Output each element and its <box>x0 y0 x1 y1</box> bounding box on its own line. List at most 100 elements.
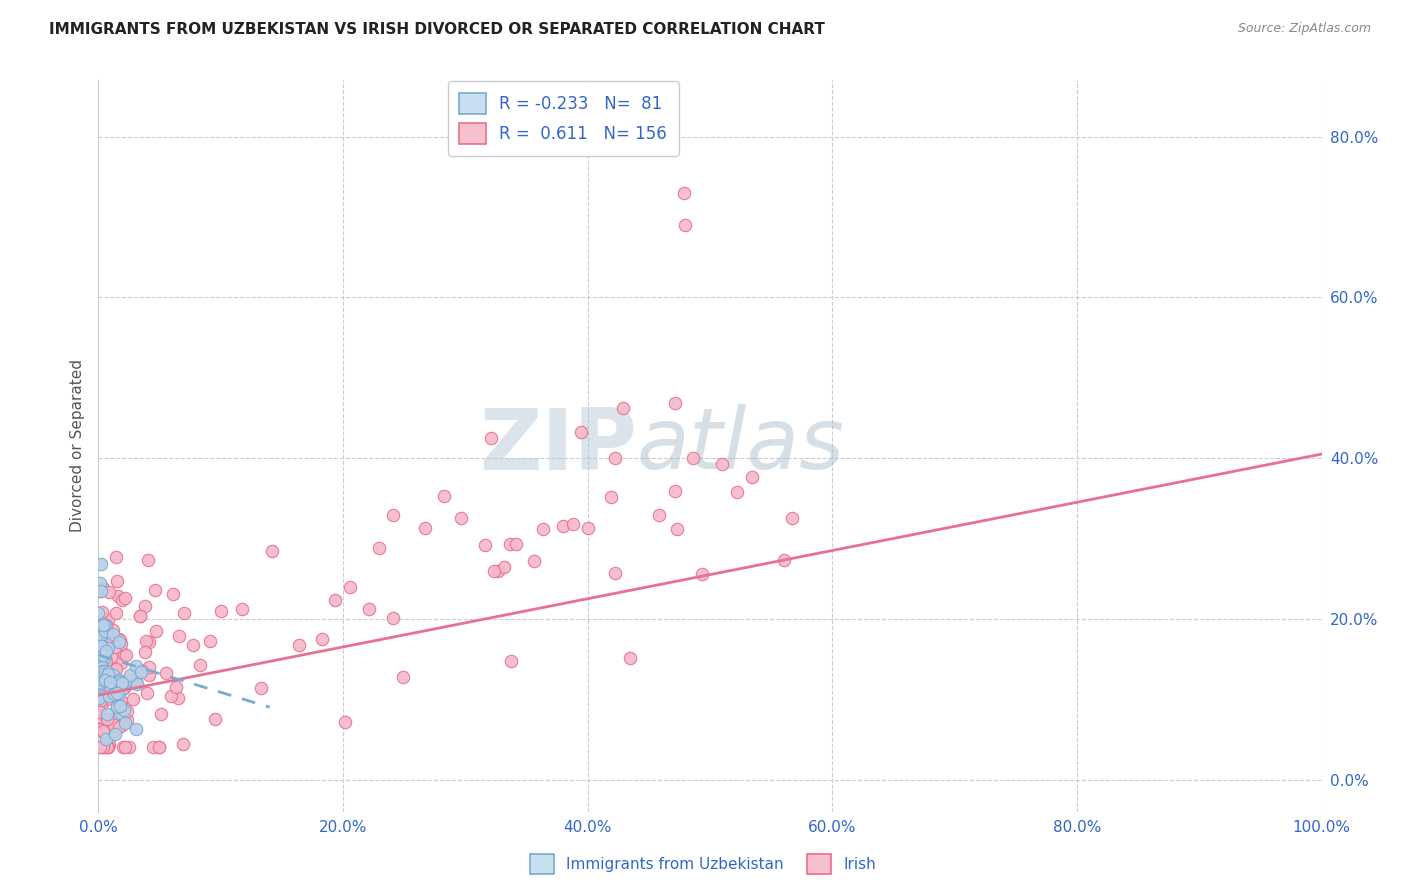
Point <box>104 727 127 741</box>
Point <box>673 186 696 200</box>
Point <box>90 698 112 713</box>
Point <box>94 649 117 664</box>
Point <box>91 649 114 664</box>
Point <box>145 624 167 638</box>
Point <box>603 566 626 580</box>
Point <box>97 667 120 681</box>
Point <box>91 634 114 648</box>
Point <box>107 687 129 701</box>
Point <box>134 645 156 659</box>
Point <box>93 635 115 649</box>
Point <box>97 740 120 755</box>
Point <box>664 484 686 499</box>
Point <box>96 740 118 755</box>
Point <box>112 703 135 717</box>
Point <box>112 647 135 661</box>
Point <box>107 635 129 649</box>
Point <box>664 396 686 410</box>
Point <box>115 714 138 728</box>
Point <box>89 693 111 707</box>
Text: atlas: atlas <box>637 404 845 488</box>
Point <box>129 665 152 679</box>
Point <box>112 740 135 755</box>
Point <box>576 521 599 535</box>
Point <box>523 554 546 568</box>
Point <box>114 591 136 606</box>
Text: ZIP: ZIP <box>479 404 637 488</box>
Point <box>134 599 156 613</box>
Point <box>110 694 132 708</box>
Point <box>110 718 132 732</box>
Point <box>90 723 112 737</box>
Point <box>155 666 177 681</box>
Point <box>494 559 516 574</box>
Point <box>118 667 141 681</box>
Legend: Immigrants from Uzbekistan, Irish: Immigrants from Uzbekistan, Irish <box>523 848 883 880</box>
Point <box>129 609 152 624</box>
Point <box>89 655 111 669</box>
Point <box>90 642 112 657</box>
Point <box>91 648 114 662</box>
Point <box>110 673 132 688</box>
Point <box>89 705 111 719</box>
Point <box>138 553 160 567</box>
Point <box>531 522 554 536</box>
Point <box>288 638 311 652</box>
Point <box>90 664 112 678</box>
Point <box>105 686 128 700</box>
Point <box>121 673 143 688</box>
Point <box>87 625 110 640</box>
Point <box>181 638 204 652</box>
Point <box>367 541 389 556</box>
Point <box>115 648 138 662</box>
Point <box>89 624 111 639</box>
Point <box>112 681 135 695</box>
Point <box>612 401 634 415</box>
Point <box>96 740 118 755</box>
Point <box>94 673 117 687</box>
Point <box>392 670 415 684</box>
Point <box>90 557 112 571</box>
Point <box>107 589 129 603</box>
Point <box>138 668 160 682</box>
Point <box>603 450 626 465</box>
Point <box>357 602 380 616</box>
Text: Source: ZipAtlas.com: Source: ZipAtlas.com <box>1237 22 1371 36</box>
Point <box>90 583 112 598</box>
Point <box>108 673 131 687</box>
Point <box>94 732 117 747</box>
Point <box>94 618 117 632</box>
Point <box>167 691 190 706</box>
Point <box>111 593 134 607</box>
Point <box>90 624 112 638</box>
Point <box>87 660 110 674</box>
Point <box>98 689 121 703</box>
Point <box>94 618 117 632</box>
Point <box>505 537 527 551</box>
Point <box>105 699 128 714</box>
Point <box>148 740 170 755</box>
Point <box>90 660 112 674</box>
Point <box>111 716 134 731</box>
Point <box>682 451 704 466</box>
Point <box>89 666 111 681</box>
Point <box>90 615 112 630</box>
Point <box>89 656 111 670</box>
Point <box>87 690 110 705</box>
Point <box>125 673 148 687</box>
Point <box>112 681 135 695</box>
Point <box>725 484 748 499</box>
Point <box>311 632 333 646</box>
Point <box>90 664 112 678</box>
Point <box>136 685 159 699</box>
Point <box>142 740 165 755</box>
Point <box>89 648 111 663</box>
Point <box>89 575 111 590</box>
Point <box>87 677 110 691</box>
Point <box>97 641 120 656</box>
Point <box>103 640 125 654</box>
Point <box>250 681 273 696</box>
Point <box>103 687 125 701</box>
Point <box>91 724 114 739</box>
Point <box>260 544 283 558</box>
